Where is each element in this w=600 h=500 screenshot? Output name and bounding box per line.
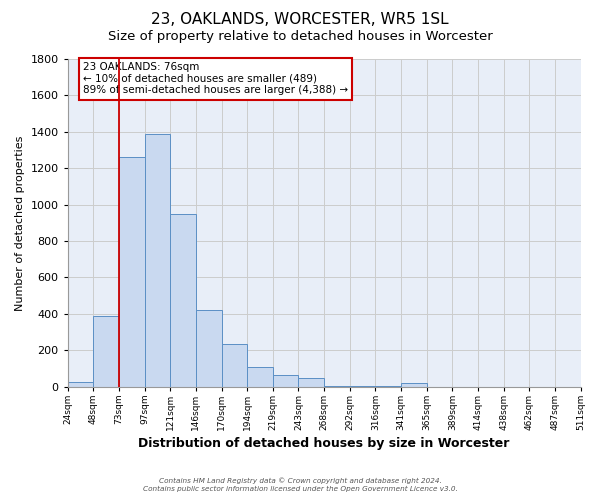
Bar bbox=[298, 378, 324, 386]
Bar bbox=[273, 375, 298, 386]
Bar bbox=[94, 316, 119, 386]
X-axis label: Distribution of detached houses by size in Worcester: Distribution of detached houses by size … bbox=[139, 437, 510, 450]
Text: Size of property relative to detached houses in Worcester: Size of property relative to detached ho… bbox=[107, 30, 493, 43]
Bar bbox=[68, 382, 94, 386]
Bar bbox=[196, 310, 221, 386]
Bar bbox=[221, 344, 247, 387]
Text: 23 OAKLANDS: 76sqm
← 10% of detached houses are smaller (489)
89% of semi-detach: 23 OAKLANDS: 76sqm ← 10% of detached hou… bbox=[83, 62, 348, 96]
Bar bbox=[170, 214, 196, 386]
Bar bbox=[119, 158, 145, 386]
Text: Contains HM Land Registry data © Crown copyright and database right 2024.
Contai: Contains HM Land Registry data © Crown c… bbox=[143, 477, 457, 492]
Bar bbox=[247, 366, 273, 386]
Bar bbox=[401, 383, 427, 386]
Bar bbox=[145, 134, 170, 386]
Text: 23, OAKLANDS, WORCESTER, WR5 1SL: 23, OAKLANDS, WORCESTER, WR5 1SL bbox=[151, 12, 449, 28]
Y-axis label: Number of detached properties: Number of detached properties bbox=[15, 135, 25, 310]
